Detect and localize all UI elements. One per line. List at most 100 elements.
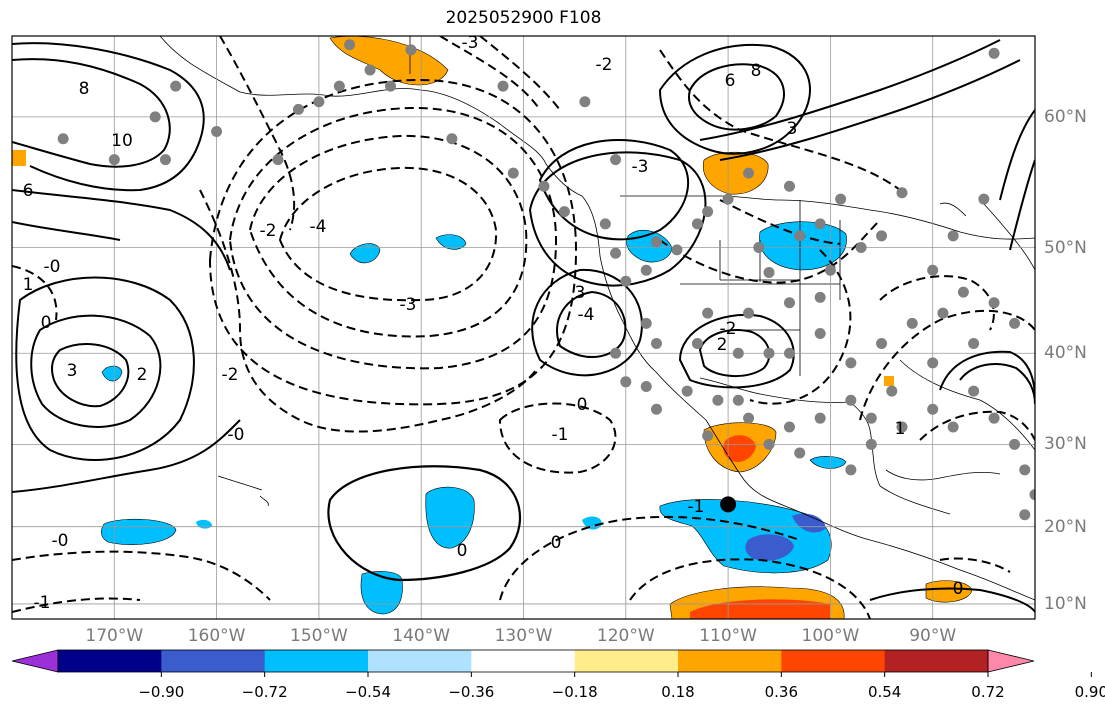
station-dot [743,412,755,424]
contour-label: -1 [34,593,51,613]
latitude-tick-label: 10°N [1044,593,1087,614]
station-dot [1009,438,1021,450]
contour-label: -2 [596,55,613,75]
station-dot [333,80,345,92]
station-dot [814,218,826,230]
map-frame [11,35,1036,620]
contour-label: 0 [551,533,562,553]
station-dot [763,266,775,278]
longitude-tick-label: 120°W [596,626,655,646]
contour-label: 10 [111,131,133,151]
station-dot [845,357,857,369]
contour-label: -0 [228,425,245,445]
contour-label: -2 [720,319,737,339]
station-dot [579,96,591,108]
station-dot [814,291,826,303]
colorbar-tick-label: −0.90 [138,683,185,701]
station-dot [845,464,857,476]
latitude-tick-label: 40°N [1044,343,1087,364]
contour-labels: 8 6 10 -0 0 1 -2 -4 -3 3 -1 2 6 8 -2 -3 … [23,36,964,613]
colorbar-extend-min [11,649,59,673]
station-dot [538,180,550,192]
contour-label: -3 [632,157,649,177]
contour-label: 2 [717,335,728,355]
colorbar-segment [781,650,886,672]
station-dot [794,447,806,459]
contour-label: -2 [222,365,239,385]
station-dot [691,218,703,230]
station-dot [743,307,755,319]
station-dot [702,206,714,218]
station-dot [927,357,939,369]
station-dot [671,244,683,256]
station-dot [364,64,376,76]
station-dot [947,230,959,242]
station-dot [650,337,662,349]
station-dot [691,337,703,349]
station-dot [753,242,765,254]
station-dot [170,80,182,92]
station-dot [814,412,826,424]
station-dot [783,297,795,309]
station-dot [610,347,622,359]
contour-label: -0 [52,531,69,551]
chart-title: 2025052900 F108 [445,8,602,28]
contour-label: -3 [400,295,417,315]
station-dot [650,403,662,415]
longitude-tick-label: 110°W [699,626,757,646]
station-dot [763,347,775,359]
station-dot [620,376,632,388]
contour-label: 3 [787,119,798,139]
station-dot [783,347,795,359]
station-dot [732,394,744,406]
station-dot [702,430,714,442]
station-dot [507,167,519,179]
colorbar-tick-label: 0.54 [867,683,902,701]
station-dot [763,438,775,450]
colorbar-tick-label: −0.54 [345,683,391,701]
colorbar-segment [368,650,472,672]
contour-label: -0 [44,257,61,277]
contour-label: 3 [67,361,78,381]
station-dot [211,126,223,138]
station-dot [855,242,867,254]
latitude-tick-label: 50°N [1044,237,1087,258]
contour-label: 8 [751,61,762,81]
colorbar-frame [57,649,989,673]
contour-label: 1 [895,419,906,439]
station-dot [149,111,161,123]
contour-label: 0 [577,395,588,415]
station-dot [876,230,888,242]
latitude-tick-label: 60°N [1044,106,1087,127]
station-dot [886,385,898,397]
station-dot [272,154,284,166]
station-dot [1019,509,1031,521]
longitude-tick-label: 170°W [85,626,144,646]
station-dot [978,193,990,205]
station-dot [835,193,847,205]
station-dot [876,337,888,349]
station-dot [1009,317,1021,329]
station-dot [814,328,826,340]
longitude-tick-label: 140°W [392,626,451,646]
colorbar-segment [264,650,369,672]
station-dot [947,421,959,433]
station-dot [620,275,632,287]
contour-label: 3 [575,283,586,303]
station-dot [640,317,652,329]
station-dot [845,394,857,406]
station-dot [743,167,755,179]
colorbar-segment [678,650,782,672]
station-dot [927,264,939,276]
contour-label: 8 [79,79,90,99]
station-dot [640,264,652,276]
latitude-tick-label: 30°N [1044,434,1087,455]
longitude-tick-label: 100°W [801,626,860,646]
colorbar-tick-label: 0.90 [1074,683,1105,701]
longitude-tick-label: 150°W [290,626,348,646]
contour-label: 0 [457,541,468,561]
contour-label: 6 [725,71,736,91]
colorbar-tick-label: 0.36 [764,683,799,701]
station-dot [824,264,836,276]
